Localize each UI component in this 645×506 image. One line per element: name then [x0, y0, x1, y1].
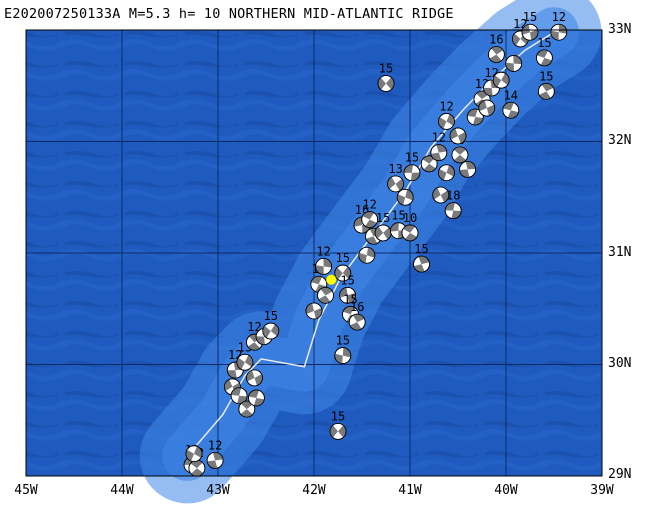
beachball-icon[interactable] — [432, 186, 450, 204]
beachball-icon[interactable] — [374, 224, 392, 242]
depth-label: 15 — [523, 10, 537, 24]
beachball-icon[interactable] — [420, 155, 438, 173]
depth-label: 15 — [414, 242, 428, 256]
beachball-icon[interactable] — [459, 160, 477, 178]
beachball-icon[interactable] — [451, 146, 469, 164]
beachball-icon[interactable] — [430, 144, 448, 162]
depth-label: 12 — [316, 244, 330, 258]
depth-label: 15 — [376, 211, 390, 225]
beachball-icon[interactable] — [466, 108, 484, 126]
beachball-icon[interactable] — [387, 175, 405, 193]
depth-label: 15 — [336, 334, 350, 348]
beachball-icon[interactable] — [502, 101, 520, 119]
depth-label: 12 — [247, 320, 261, 334]
depth-label: 18 — [446, 189, 460, 203]
beachball-icon[interactable] — [478, 99, 496, 117]
beachball-icon[interactable] — [339, 286, 357, 304]
depth-label: 12 — [208, 438, 222, 452]
lat-label-31n: 31N — [608, 245, 632, 260]
main-event-layer — [326, 274, 337, 286]
beachball-icon[interactable] — [230, 387, 248, 405]
beachball-icon[interactable] — [361, 211, 379, 228]
beachball-icon[interactable] — [550, 23, 568, 41]
beachball-icon[interactable] — [185, 445, 203, 463]
beachball-icon[interactable] — [492, 71, 510, 89]
depth-label: 12 — [432, 131, 446, 145]
map-frame — [25, 29, 603, 477]
depth-label: 15 — [331, 409, 345, 423]
depth-label: 15 — [391, 209, 405, 223]
beachball-icon[interactable] — [505, 55, 523, 72]
depth-label: 16 — [350, 300, 364, 314]
lon-label-43w: 43W — [206, 483, 230, 498]
map-grid — [26, 30, 602, 476]
lon-label-42w: 42W — [302, 483, 326, 498]
lat-label-32n: 32N — [608, 133, 632, 148]
beachball-icon[interactable] — [487, 46, 505, 63]
main-event-marker[interactable] — [326, 274, 337, 286]
beachball-icon[interactable] — [236, 353, 254, 371]
depth-label: 15 — [336, 251, 350, 265]
lon-label-44w: 44W — [110, 483, 134, 498]
lat-label-33n: 33N — [608, 22, 632, 37]
beachball-icon[interactable] — [403, 164, 421, 182]
beachball-icon[interactable] — [521, 23, 539, 41]
beachball-icon[interactable] — [262, 322, 280, 340]
depth-label: 14 — [504, 88, 518, 102]
beachball-icon[interactable] — [537, 82, 555, 100]
lon-label-40w: 40W — [494, 483, 518, 498]
depth-label: 15 — [539, 69, 553, 83]
beachball-icon[interactable] — [247, 389, 265, 407]
beachball-icon[interactable] — [358, 246, 376, 264]
beachball-icon[interactable] — [334, 347, 352, 364]
beachball-icon[interactable] — [348, 313, 366, 331]
depth-label: 15 — [537, 36, 551, 50]
depth-label: 13 — [388, 162, 402, 176]
beachball-icon[interactable] — [377, 75, 395, 92]
map-title: E202007250133A M=5.3 h= 10 NORTHERN MID-… — [4, 6, 454, 22]
lon-label-41w: 41W — [398, 483, 422, 498]
beachball-icon[interactable] — [444, 202, 462, 220]
beachball-icon[interactable] — [329, 422, 347, 440]
depth-label: 15 — [340, 273, 354, 287]
beachball-icon[interactable] — [438, 113, 455, 130]
beachball-icon[interactable] — [246, 369, 263, 387]
beachball-icon[interactable] — [401, 224, 419, 242]
depth-label: 10 — [403, 211, 417, 225]
depth-label: 12 — [439, 99, 453, 113]
beachball-icon[interactable] — [305, 302, 323, 320]
beachball-icon[interactable] — [449, 127, 467, 145]
beachball-icon[interactable] — [238, 400, 256, 418]
beachball-icon[interactable] — [413, 255, 430, 273]
lon-label-45w: 45W — [14, 483, 38, 498]
beachball-icon[interactable] — [317, 286, 334, 304]
lat-label-29n: 29N — [608, 467, 632, 482]
beachball-icon[interactable] — [188, 459, 206, 477]
beachball-icon[interactable] — [396, 188, 414, 206]
lat-label-30n: 30N — [608, 356, 632, 371]
depth-label: 16 — [489, 33, 503, 47]
beachball-icon[interactable] — [536, 49, 553, 67]
depth-label: 15 — [379, 62, 393, 76]
lon-label-39w: 39W — [590, 483, 614, 498]
beachball-icon[interactable] — [315, 257, 333, 275]
beachball-icon[interactable] — [334, 264, 352, 282]
focal-mechanism-layer: 1212121213121512121515151615151612151510… — [183, 10, 568, 477]
depth-label: 12 — [362, 198, 376, 212]
depth-label: 15 — [405, 151, 419, 165]
depth-label: 12 — [552, 10, 566, 24]
depth-label: 15 — [264, 309, 278, 323]
beachball-icon[interactable] — [438, 164, 455, 182]
depth-label: 15 — [343, 292, 357, 306]
beachball-icon[interactable] — [206, 451, 224, 469]
